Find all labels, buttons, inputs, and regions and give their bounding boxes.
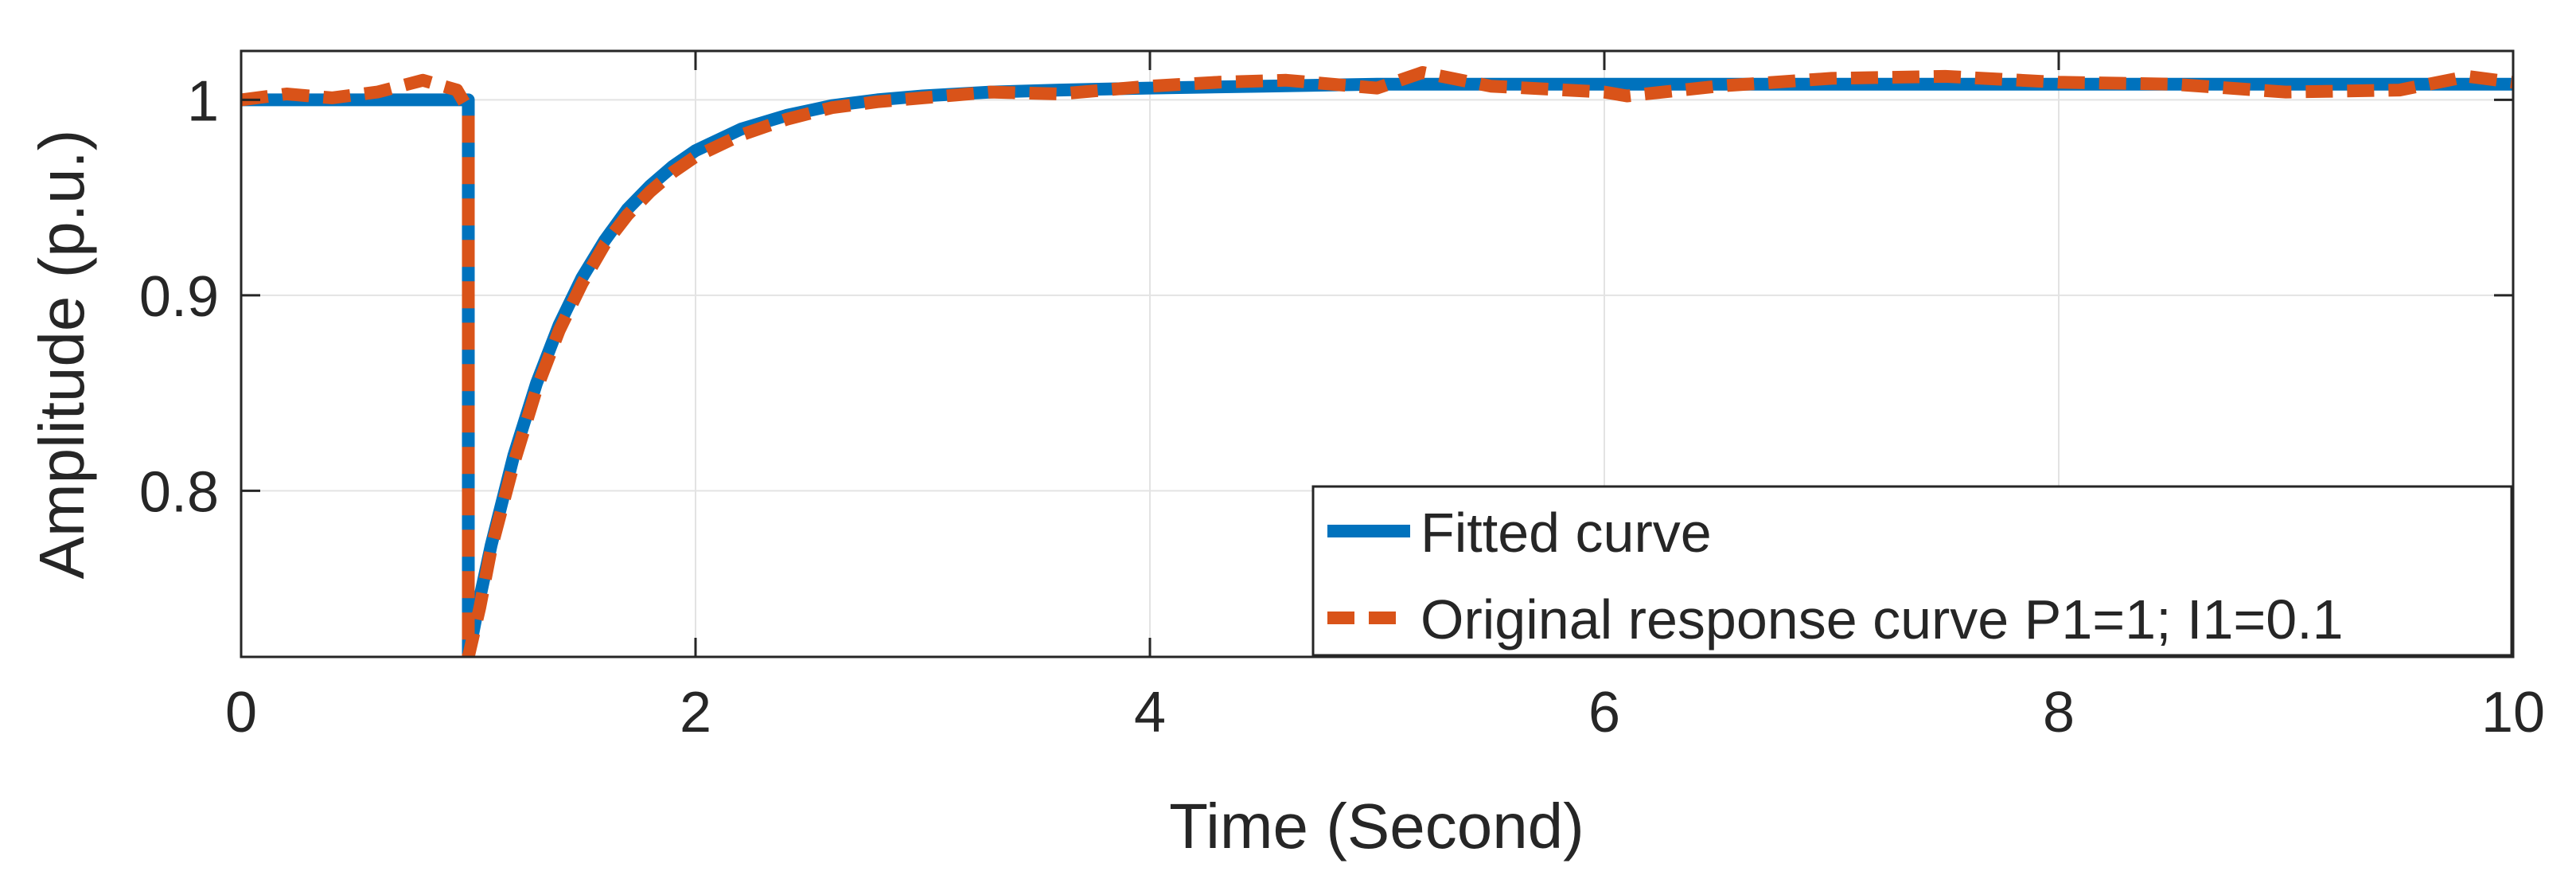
legend-label-original: Original response curve P1=1; I1=0.1	[1421, 588, 2344, 651]
x-tick-label: 2	[680, 681, 711, 744]
y-axis-title: Amplitude (p.u.)	[26, 130, 97, 580]
x-tick-label: 10	[2481, 681, 2545, 744]
x-tick-label: 0	[225, 681, 257, 744]
x-tick-label: 6	[1588, 681, 1620, 744]
legend: Fitted curve Original response curve P1=…	[1311, 485, 2513, 657]
x-tick-label: 4	[1134, 681, 1166, 744]
x-axis-title: Time (Second)	[1169, 791, 1584, 862]
y-tick-label: 1	[187, 69, 219, 133]
series-layer	[241, 66, 2513, 657]
legend-label-fitted: Fitted curve	[1421, 502, 1712, 564]
series-line-original	[241, 66, 2513, 657]
tick-layer: 0 2 4 6 8 10 0.8 0.9 1	[139, 51, 2545, 744]
x-tick-label: 8	[2043, 681, 2075, 744]
plot-frame	[240, 49, 2515, 658]
y-tick-label: 0.8	[139, 460, 219, 524]
y-tick-label: 0.9	[139, 265, 219, 329]
legend-box	[1311, 485, 2513, 657]
